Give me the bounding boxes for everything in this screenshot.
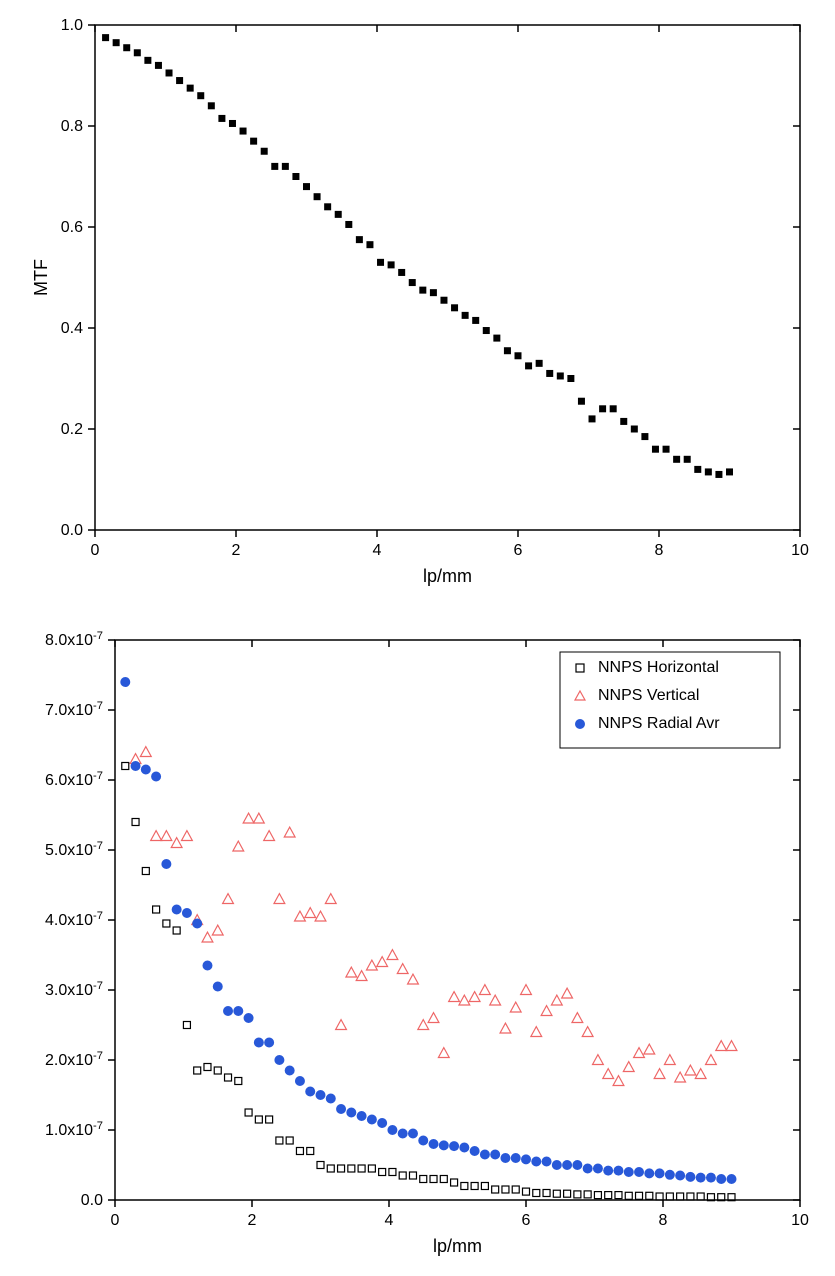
svg-text:0: 0 bbox=[91, 542, 100, 559]
svg-text:0.8: 0.8 bbox=[61, 118, 83, 135]
svg-text:4: 4 bbox=[373, 542, 382, 559]
svg-text:3.0x10-7: 3.0x10-7 bbox=[45, 980, 103, 999]
svg-text:lp/mm: lp/mm bbox=[423, 566, 472, 586]
svg-text:2.0x10-7: 2.0x10-7 bbox=[45, 1050, 103, 1069]
bottom-chart-svg: 0 2 4 6 8 10 0.0 1.0x10-7 2.0x10-7 3.0x10-7 4.0x10… bbox=[0, 610, 835, 1276]
svg-text:1.0: 1.0 bbox=[61, 17, 83, 34]
svg-text:10: 10 bbox=[791, 1212, 809, 1229]
svg-text:10: 10 bbox=[791, 542, 809, 559]
svg-text:NNPS Vertical: NNPS Vertical bbox=[598, 687, 699, 704]
bottom-chart: 0 2 4 6 8 10 0.0 1.0x10-7 2.0x10-7 3.0x10-7 4.0x10… bbox=[0, 610, 835, 1276]
svg-text:0.0: 0.0 bbox=[81, 1192, 103, 1209]
svg-text:8: 8 bbox=[655, 542, 664, 559]
svg-text:0.2: 0.2 bbox=[61, 421, 83, 438]
svg-text:8.0x10-7: 8.0x10-7 bbox=[45, 630, 103, 649]
svg-text:0: 0 bbox=[111, 1212, 120, 1229]
top-chart-svg: 0 2 4 6 8 10 0.0 0.2 0.4 0.6 0.8 1.0 lp/mm MTF bbox=[0, 0, 835, 610]
svg-text:0.6: 0.6 bbox=[61, 219, 83, 236]
svg-text:4.0x10-7: 4.0x10-7 bbox=[45, 910, 103, 929]
svg-text:5.0x10-7: 5.0x10-7 bbox=[45, 840, 103, 859]
svg-text:6: 6 bbox=[514, 542, 523, 559]
svg-text:2: 2 bbox=[232, 542, 241, 559]
svg-text:2: 2 bbox=[248, 1212, 257, 1229]
svg-text:4: 4 bbox=[385, 1212, 394, 1229]
svg-text:NNPS Radial Avr: NNPS Radial Avr bbox=[598, 715, 720, 732]
svg-text:0.0: 0.0 bbox=[61, 522, 83, 539]
svg-text:MTF: MTF bbox=[31, 259, 51, 296]
svg-text:6.0x10-7: 6.0x10-7 bbox=[45, 770, 103, 789]
top-chart: 0 2 4 6 8 10 0.0 0.2 0.4 0.6 0.8 1.0 lp/mm MTF bbox=[0, 0, 835, 610]
svg-text:8: 8 bbox=[659, 1212, 668, 1229]
svg-text:0.4: 0.4 bbox=[61, 320, 83, 337]
svg-text:1.0x10-7: 1.0x10-7 bbox=[45, 1120, 103, 1139]
svg-text:6: 6 bbox=[522, 1212, 531, 1229]
svg-text:NNPS Horizontal: NNPS Horizontal bbox=[598, 659, 719, 676]
svg-text:lp/mm: lp/mm bbox=[433, 1236, 482, 1256]
svg-text:7.0x10-7: 7.0x10-7 bbox=[45, 700, 103, 719]
